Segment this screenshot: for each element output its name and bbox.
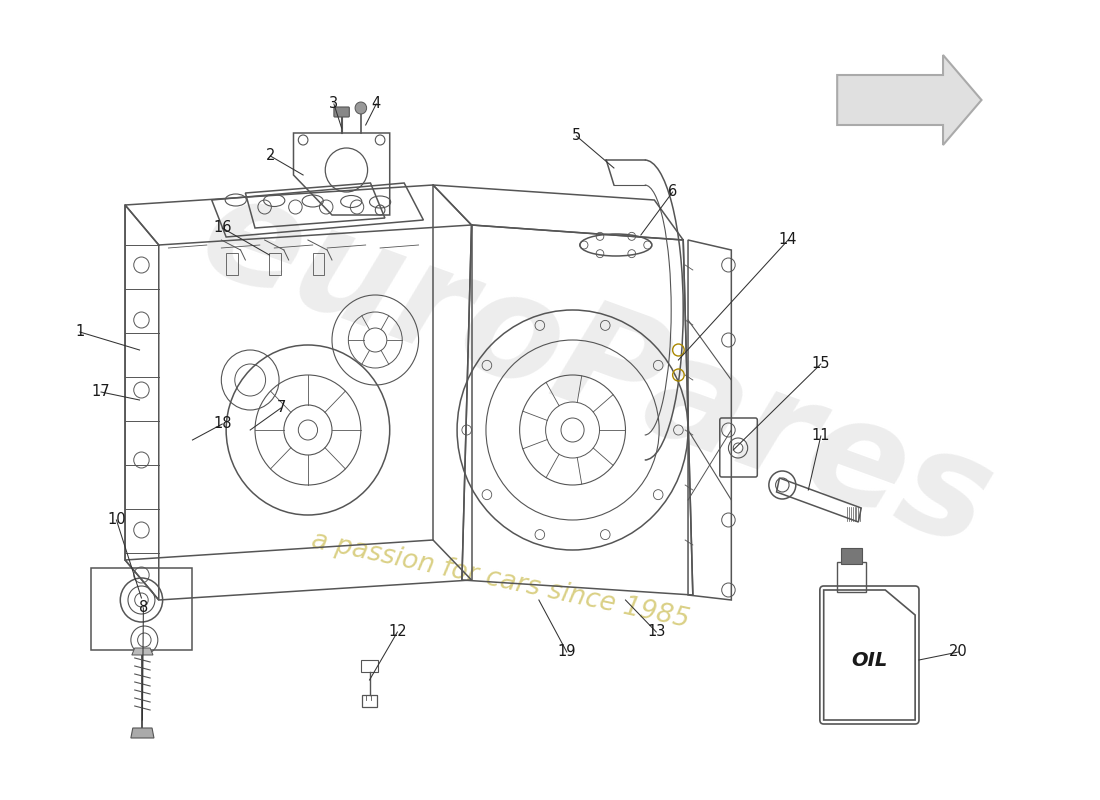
Bar (362, 695, 377, 707)
Text: 1: 1 (75, 325, 85, 339)
Text: 8: 8 (139, 601, 148, 615)
Text: 11: 11 (812, 429, 830, 443)
Bar (842, 548, 862, 564)
Text: 16: 16 (213, 221, 231, 235)
Text: 20: 20 (949, 645, 968, 659)
Text: 12: 12 (388, 625, 407, 639)
Text: 19: 19 (558, 645, 576, 659)
Text: 3: 3 (329, 97, 339, 111)
Circle shape (355, 102, 366, 114)
Text: 15: 15 (812, 357, 830, 371)
Text: 5: 5 (572, 129, 581, 143)
Text: 18: 18 (213, 417, 231, 431)
Polygon shape (837, 55, 981, 145)
Bar (270, 253, 280, 275)
FancyBboxPatch shape (334, 107, 350, 117)
Text: 17: 17 (91, 385, 110, 399)
Text: 14: 14 (779, 233, 798, 247)
Text: OIL: OIL (850, 650, 887, 670)
Text: 2: 2 (266, 149, 275, 163)
Polygon shape (132, 648, 153, 655)
Text: 4: 4 (372, 97, 381, 111)
Text: a passion for cars since 1985: a passion for cars since 1985 (309, 527, 692, 633)
Text: 13: 13 (647, 625, 666, 639)
Text: 6: 6 (668, 185, 678, 199)
Bar (312, 253, 324, 275)
Bar (361, 660, 378, 672)
Polygon shape (131, 728, 154, 738)
Text: 7: 7 (276, 401, 286, 415)
Bar (227, 253, 238, 275)
Text: 10: 10 (107, 513, 125, 527)
Text: euroPares: euroPares (183, 162, 1010, 578)
Bar (837, 562, 866, 592)
